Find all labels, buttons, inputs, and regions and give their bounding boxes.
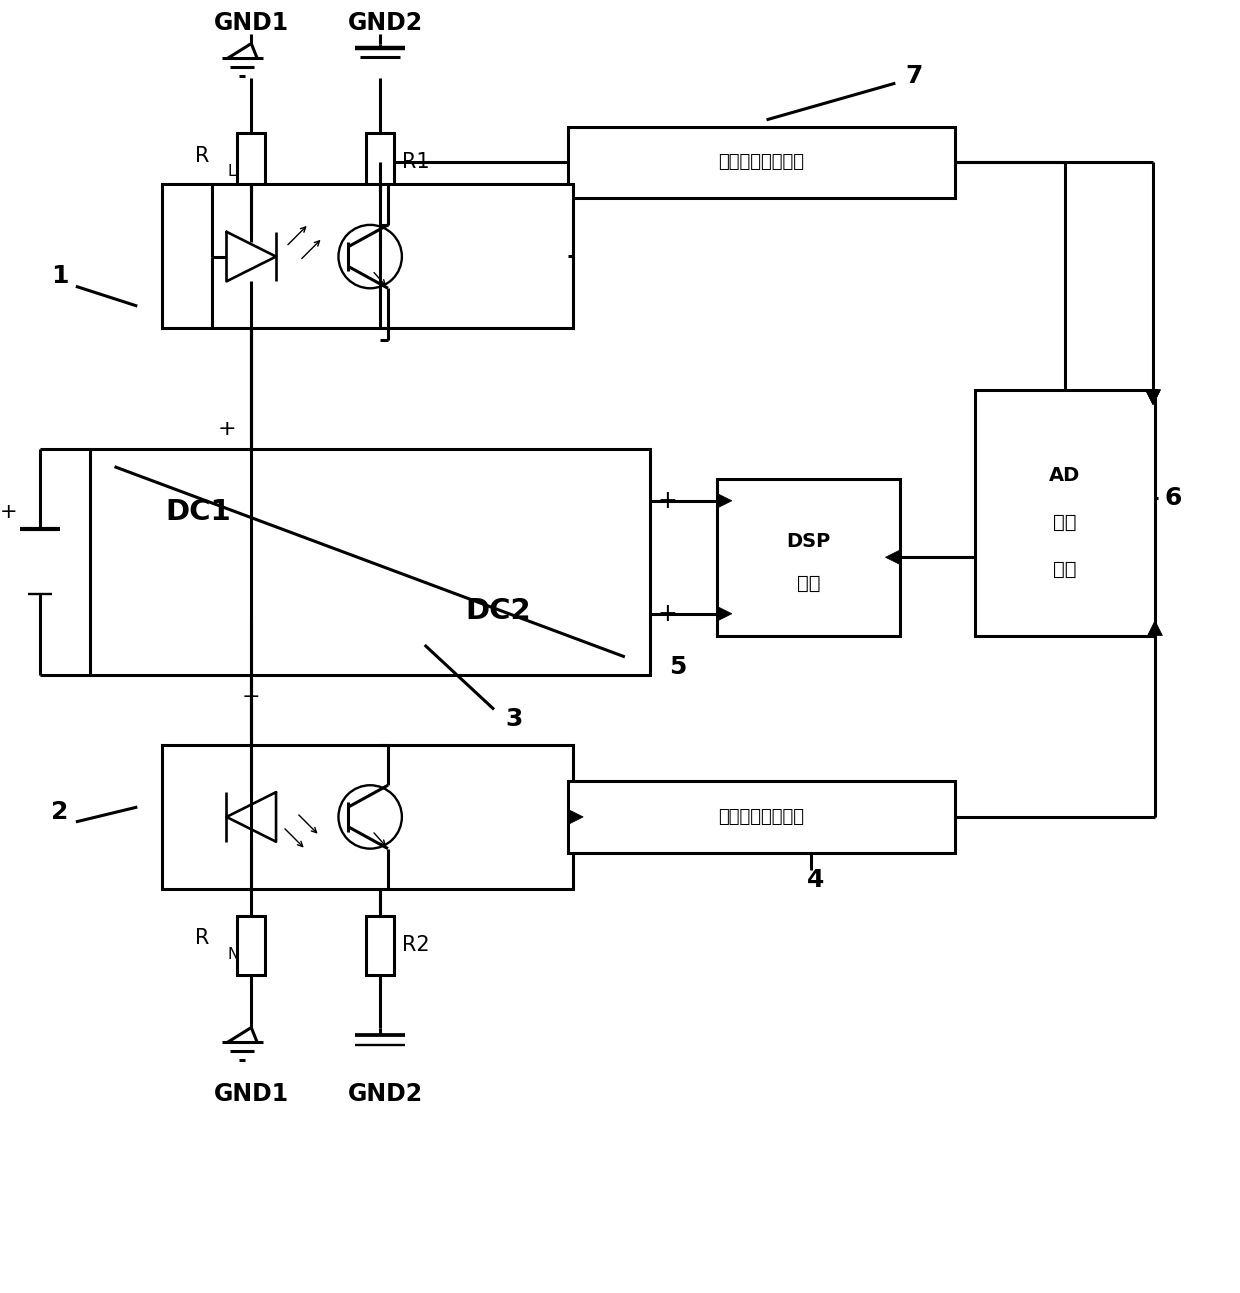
Text: GND1: GND1 [213,10,289,35]
Bar [237,133,265,193]
Text: +: + [242,687,260,706]
Text: 1: 1 [51,264,68,288]
Bar [366,133,394,193]
Text: 7: 7 [905,65,923,88]
Text: AD: AD [1049,467,1080,485]
Bar [89,449,650,675]
Text: L: L [227,164,236,180]
Text: N: N [227,948,239,962]
Text: R2: R2 [402,935,429,956]
Polygon shape [717,606,732,621]
Text: GND2: GND2 [347,1082,423,1106]
Text: +: + [0,502,17,522]
Text: 2: 2 [51,800,68,824]
Bar [975,389,1154,636]
Bar [366,915,394,975]
Text: 5: 5 [668,656,686,679]
Text: 4: 4 [807,869,825,892]
Text: DSP: DSP [786,533,831,551]
Polygon shape [717,494,732,508]
Text: +: + [657,601,677,626]
Bar [237,915,265,975]
Polygon shape [1146,389,1161,405]
Bar [568,781,955,852]
Text: 转换: 转换 [1053,513,1076,531]
Bar [568,127,955,198]
Polygon shape [1147,621,1162,636]
Text: R: R [195,146,210,166]
Polygon shape [568,809,583,825]
Text: 第一信号调理模块: 第一信号调理模块 [719,154,805,172]
Text: R1: R1 [402,153,429,172]
Bar [162,184,573,328]
Text: DC2: DC2 [466,597,531,626]
Text: +: + [217,419,236,440]
Text: DC1: DC1 [166,498,232,526]
Text: 6: 6 [1164,486,1182,509]
Text: 3: 3 [505,707,522,732]
Polygon shape [1146,389,1161,405]
Text: 第二信号调理模块: 第二信号调理模块 [719,808,805,826]
Bar [717,478,900,636]
Text: GND2: GND2 [347,10,423,35]
Text: 模块: 模块 [797,574,821,593]
Text: R: R [195,928,210,948]
Text: +: + [657,489,677,513]
Polygon shape [885,550,900,565]
Text: 模块: 模块 [1053,560,1076,579]
Text: GND1: GND1 [213,1082,289,1106]
Bar [162,745,573,888]
